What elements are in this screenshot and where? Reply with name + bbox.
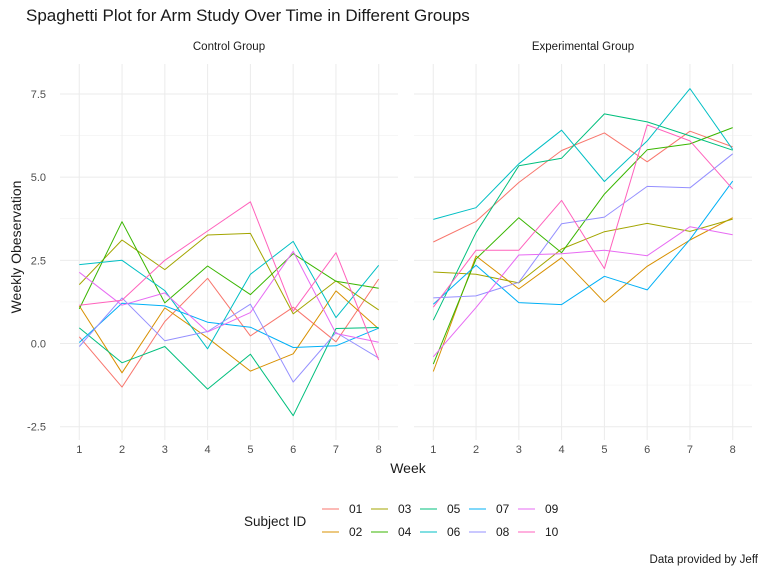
series-line-01 bbox=[78, 277, 380, 388]
chart-title: Spaghetti Plot for Arm Study Over Time i… bbox=[26, 6, 470, 25]
series-line-07 bbox=[78, 302, 379, 348]
series-line-04 bbox=[432, 127, 733, 365]
x-tick-label: 4 bbox=[205, 444, 211, 456]
x-axis-title: Week bbox=[390, 460, 427, 476]
series-line-10 bbox=[432, 124, 734, 308]
series-line-06 bbox=[433, 88, 734, 220]
legend-label-06: 06 bbox=[447, 525, 461, 539]
x-tick-label: 7 bbox=[333, 444, 339, 456]
panels-layer: Control Group 1 2 3 4 5 6 7 8 -2.5 0.0 2.5 5.0 7.5 Exp… bbox=[27, 41, 752, 456]
x-tick-label: 5 bbox=[247, 444, 253, 456]
series-line-05 bbox=[432, 113, 733, 321]
x-tick-label: 2 bbox=[119, 444, 125, 456]
y-tick-label: 5.0 bbox=[31, 172, 46, 184]
legend-label-03: 03 bbox=[398, 502, 412, 516]
series-line-03 bbox=[433, 218, 733, 284]
y-tick-label: -2.5 bbox=[27, 422, 46, 434]
series-line-01 bbox=[433, 130, 733, 243]
series-line-09 bbox=[78, 250, 379, 343]
y-tick-label: 7.5 bbox=[31, 89, 46, 101]
panel-control: Control Group 1 2 3 4 5 6 7 8 -2.5 0.0 2.5 5.0 7.5 bbox=[27, 41, 398, 456]
series-line-04 bbox=[78, 221, 379, 310]
panel-strip-label: Experimental Group bbox=[532, 41, 634, 53]
series-line-07 bbox=[432, 180, 734, 306]
legend-label-09: 09 bbox=[545, 502, 559, 516]
x-tick-label: 1 bbox=[76, 444, 82, 456]
series-line-08 bbox=[433, 153, 734, 299]
legend-label-10: 10 bbox=[545, 525, 559, 539]
y-tick-label: 2.5 bbox=[31, 255, 46, 267]
x-tick-label: 3 bbox=[162, 444, 168, 456]
x-tick-label: 7 bbox=[687, 444, 693, 456]
y-tick-label: 0.0 bbox=[31, 339, 46, 351]
series-line-02 bbox=[432, 217, 733, 372]
x-tick-label: 5 bbox=[601, 444, 607, 456]
series-line-05 bbox=[78, 327, 379, 417]
chart-caption: Data provided by Jeff bbox=[649, 554, 758, 566]
legend-label-05: 05 bbox=[447, 502, 461, 516]
x-tick-label: 2 bbox=[473, 444, 479, 456]
x-tick-label: 3 bbox=[516, 444, 522, 456]
series-line-06 bbox=[79, 240, 380, 350]
legend-label-08: 08 bbox=[496, 525, 510, 539]
legend-label-04: 04 bbox=[398, 525, 412, 539]
x-tick-label: 1 bbox=[430, 444, 436, 456]
x-tick-label: 6 bbox=[290, 444, 296, 456]
series-line-09 bbox=[432, 226, 733, 358]
legend-label-07: 07 bbox=[496, 502, 510, 516]
series-line-02 bbox=[78, 290, 380, 374]
legend: Subject ID 01 02 03 04 05 06 07 08 09 10 bbox=[244, 502, 559, 539]
x-tick-label: 8 bbox=[376, 444, 382, 456]
x-tick-label: 4 bbox=[559, 444, 565, 456]
y-axis-title: Weekly Obeservation bbox=[8, 181, 24, 314]
panel-strip-label: Control Group bbox=[193, 41, 265, 53]
series-line-03 bbox=[78, 232, 379, 315]
legend-title: Subject ID bbox=[244, 514, 307, 529]
x-tick-label: 8 bbox=[730, 444, 736, 456]
legend-label-02: 02 bbox=[349, 525, 363, 539]
legend-label-01: 01 bbox=[349, 502, 363, 516]
panel-experimental: Experimental Group 1 2 3 4 5 6 7 8 bbox=[414, 41, 752, 456]
series-line-08 bbox=[78, 297, 379, 383]
series-line-10 bbox=[79, 201, 380, 361]
x-tick-label: 6 bbox=[644, 444, 650, 456]
